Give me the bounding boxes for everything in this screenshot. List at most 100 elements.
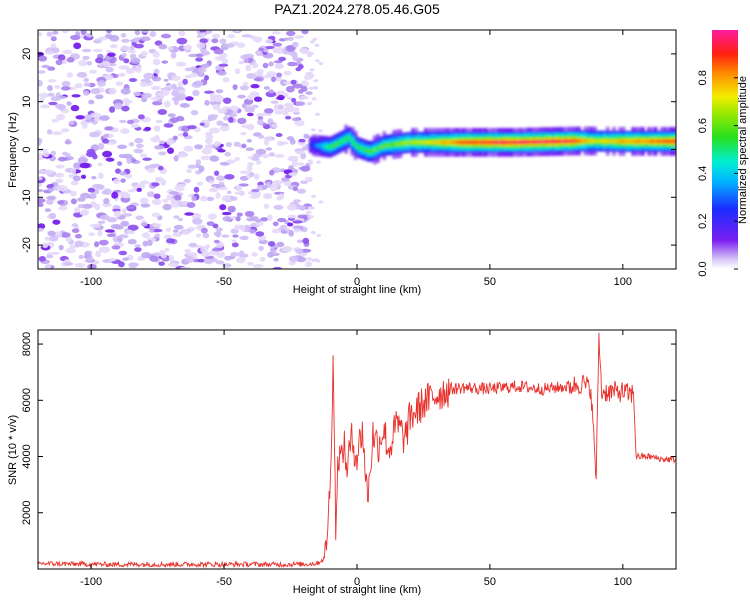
noise-speckle [121,38,130,43]
noise-speckle [293,199,302,203]
noise-speckle [70,198,77,205]
noise-speckle [245,147,254,151]
noise-speckle [291,161,298,167]
noise-speckle [120,178,126,183]
signal-band-cell [500,141,505,144]
noise-speckle [204,75,209,81]
signal-band-cell [618,140,623,143]
noise-speckle [45,263,52,269]
noise-speckle [129,45,135,51]
noise-speckle [124,173,133,179]
noise-speckle [217,108,228,114]
noise-speckle [127,189,136,193]
noise-speckle [285,115,292,120]
noise-speckle [305,91,313,96]
noise-speckle [223,115,229,121]
noise-speckle [240,132,247,136]
signal-band-cell [640,140,645,143]
signal-band-cell [596,139,601,143]
noise-speckle [271,76,277,83]
signal-band-cell [459,141,463,144]
noise-speckle [285,30,296,36]
noise-speckle [191,195,197,202]
noise-speckle [101,202,112,208]
noise-speckle [38,169,46,174]
noise-speckle [244,106,256,113]
noise-speckle [251,252,258,257]
noise-speckle [79,210,87,216]
noise-speckle [219,38,227,45]
noise-speckle [118,119,127,124]
noise-speckle [188,242,198,248]
noise-speckle [255,148,267,155]
signal-band-cell [631,140,636,143]
noise-speckle [94,241,100,248]
snr-x-tick-label: 100 [614,576,632,588]
noise-speckle [60,232,71,238]
noise-speckle [283,70,292,76]
noise-speckle [263,86,270,90]
noise-speckle [241,103,248,109]
snr-y-tick-label: 2000 [21,501,33,525]
noise-speckle [299,47,308,54]
noise-speckle [258,47,265,52]
noise-speckle [195,159,201,166]
noise-speckle [318,129,324,133]
noise-speckle [139,153,148,158]
noise-speckle [277,94,285,101]
noise-speckle [228,113,238,118]
signal-band-cell [417,141,422,144]
noise-speckle [234,68,241,75]
noise-speckle [88,99,95,105]
noise-speckle [161,257,170,262]
noise-speckle [85,33,93,38]
noise-speckle [51,131,63,136]
noise-speckle [216,175,226,181]
noise-speckle [183,145,194,152]
noise-speckle [140,81,148,88]
noise-speckle [270,100,279,104]
noise-speckle [223,97,232,104]
noise-speckle [140,51,148,57]
noise-speckle [158,249,166,256]
noise-speckle [97,162,104,167]
noise-speckle [172,229,179,233]
noise-speckle [186,168,192,174]
noise-speckle [48,212,57,220]
noise-speckle [292,220,303,224]
noise-speckle [102,138,110,144]
noise-speckle [52,219,61,225]
noise-speckle [58,244,64,251]
noise-speckle [262,185,268,190]
signal-band-cell [321,145,326,148]
noise-speckle [222,58,229,65]
signal-band-cell [481,141,486,144]
noise-speckle [79,162,91,169]
noise-speckle [102,150,113,158]
noise-speckle [93,39,101,44]
noise-speckle [300,165,311,172]
noise-speckle [314,59,320,63]
noise-speckle [62,151,68,156]
noise-speckle [70,180,79,186]
noise-speckle [77,156,88,164]
noise-speckle [38,79,43,87]
spectrogram-y-label: Frequency (Hz) [7,112,19,188]
chart-title: PAZ1.2024.278.05.46.G05 [274,1,440,17]
noise-speckle [128,78,138,82]
noise-speckle [233,141,241,147]
signal-band-cell [344,137,349,141]
signal-band-cell [331,144,336,147]
noise-speckle [57,104,66,111]
noise-speckle [268,89,274,94]
noise-speckle [139,197,149,204]
noise-speckle [219,186,228,191]
noise-speckle [57,54,66,61]
noise-speckle [208,114,219,118]
noise-speckle [129,53,137,59]
noise-speckle [149,226,155,233]
noise-speckle [140,222,148,227]
noise-speckle [125,67,135,75]
colorbar-gradient [712,30,738,269]
noise-speckle [157,109,168,115]
